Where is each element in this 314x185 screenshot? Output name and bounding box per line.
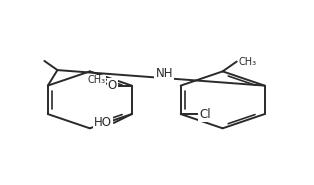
Text: Cl: Cl (199, 107, 211, 121)
Text: NH: NH (155, 67, 173, 80)
Text: CH₃: CH₃ (238, 57, 257, 67)
Text: HO: HO (94, 116, 112, 130)
Text: CH₃: CH₃ (87, 75, 105, 85)
Text: O: O (108, 79, 117, 92)
